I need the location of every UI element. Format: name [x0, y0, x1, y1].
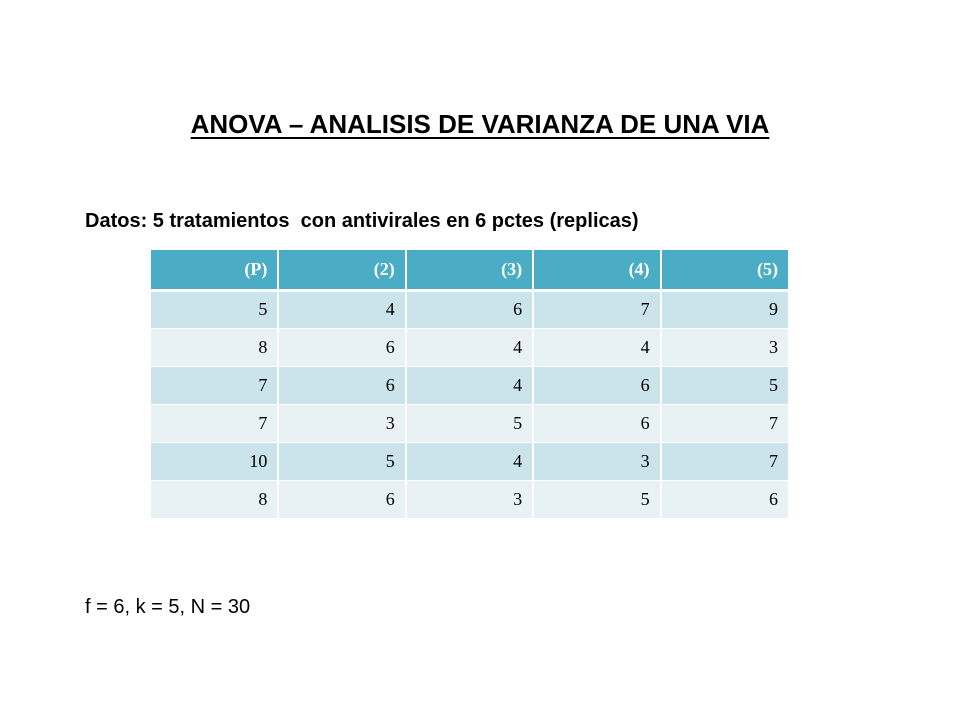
- column-header: (2): [278, 250, 407, 292]
- table-cell: 4: [278, 290, 407, 329]
- table-cell: 3: [278, 404, 407, 443]
- column-header: (3): [405, 250, 535, 292]
- table-cell: 5: [278, 442, 407, 481]
- table-row: 7 6 4 6 5: [151, 366, 788, 405]
- table-cell: 7: [151, 366, 280, 405]
- table-cell: 6: [278, 328, 407, 367]
- column-header: (P): [151, 250, 280, 292]
- table-row: 10 5 4 3 7: [151, 442, 788, 481]
- table-cell: 6: [278, 480, 407, 519]
- table-cell: 3: [533, 442, 662, 481]
- table-header-row: (P) (2) (3) (4) (5): [151, 250, 788, 292]
- summary-text: f = 6, k = 5, N = 30: [85, 596, 251, 618]
- table-row: 8 6 4 4 3: [151, 328, 788, 367]
- table-cell: 7: [151, 404, 280, 443]
- table-row: 5 4 6 7 9: [151, 290, 788, 329]
- table-cell: 6: [533, 366, 662, 405]
- table-cell: 5: [660, 366, 788, 405]
- slide-title: ANOVA – ANALISIS DE VARIANZA DE UNA VIA: [190, 109, 770, 139]
- table-cell: 6: [278, 366, 407, 405]
- column-header: (4): [533, 250, 662, 292]
- table-cell: 4: [533, 328, 662, 367]
- table-cell: 5: [533, 480, 662, 519]
- table-cell: 6: [660, 480, 788, 519]
- table-cell: 5: [405, 404, 535, 443]
- table-row: 8 6 3 5 6: [151, 480, 788, 519]
- table-cell: 6: [405, 290, 535, 329]
- table-cell: 4: [405, 328, 535, 367]
- table-cell: 7: [660, 404, 788, 443]
- table-cell: 4: [405, 366, 535, 405]
- column-header: (5): [660, 250, 788, 292]
- table-cell: 6: [533, 404, 662, 443]
- table-cell: 9: [660, 290, 788, 329]
- table-cell: 7: [533, 290, 662, 329]
- table-row: 7 3 5 6 7: [151, 404, 788, 443]
- table-cell: 10: [151, 442, 280, 481]
- data-description: Datos: 5 tratamientos con antivirales en…: [85, 210, 639, 232]
- table-cell: 3: [660, 328, 788, 367]
- table-cell: 3: [405, 480, 535, 519]
- table-cell: 8: [151, 480, 280, 519]
- table-cell: 5: [151, 290, 280, 329]
- data-table: (P) (2) (3) (4) (5) 5 4 6 7 9 8 6 4 4 3 …: [151, 250, 788, 519]
- table-cell: 4: [405, 442, 535, 481]
- table-cell: 8: [151, 328, 280, 367]
- table-cell: 7: [660, 442, 788, 481]
